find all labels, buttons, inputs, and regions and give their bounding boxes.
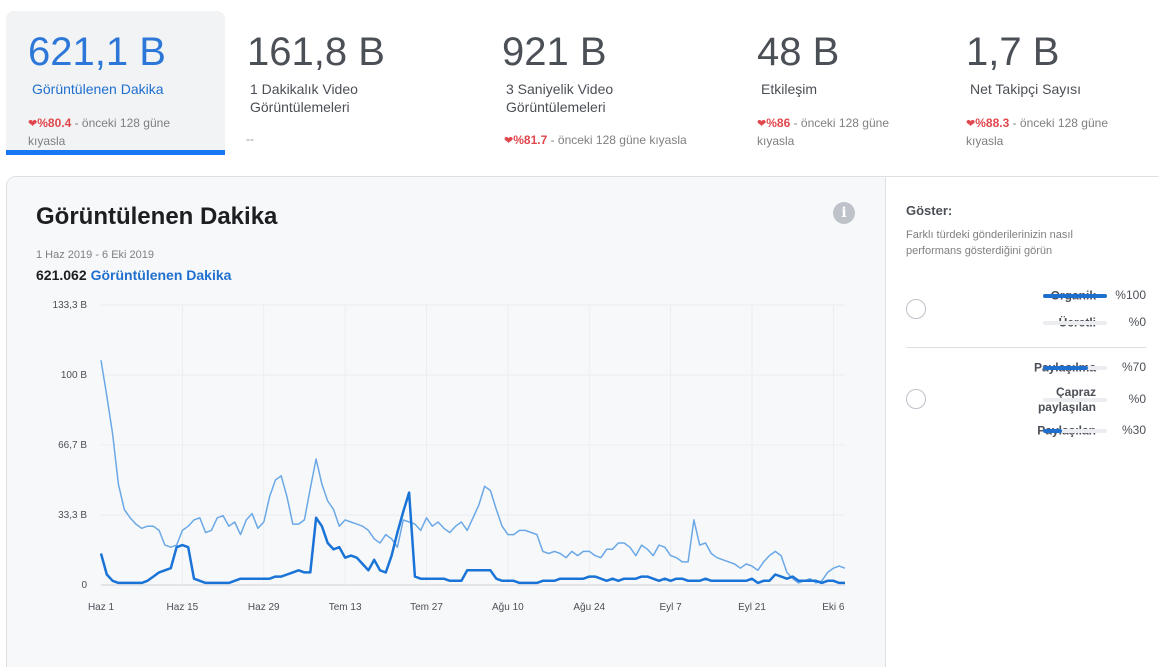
filter-row-percent: %0 [1128, 315, 1146, 329]
progress-track [1043, 429, 1107, 433]
chart-card: Görüntülenen Dakika i 1 Haz 2019 - 6 Eki… [6, 176, 1159, 667]
metric-change-percent: %80.4 [37, 116, 72, 130]
metric-tab-one-minute-views[interactable]: 161,8 B 1 Dakikalık Video Görüntülemeler… [225, 11, 475, 155]
y-tick-label: 133,3 B [53, 300, 88, 311]
metric-change-suffix: - önceki 128 güne kıyasla [547, 133, 687, 147]
heart-down-icon: ❤ [966, 118, 976, 130]
metric-value: 621,1 B [28, 30, 166, 74]
progress-track [1043, 294, 1107, 298]
metric-label: Net Takipçi Sayısı [970, 81, 1082, 97]
metric-value: 1,7 B [966, 30, 1060, 74]
total-metric-label: Görüntülenen Dakika [90, 267, 232, 283]
filter-row-paid: Ücretli %0 [946, 308, 1146, 338]
chart-panel: Görüntülenen Dakika i 1 Haz 2019 - 6 Eki… [7, 177, 885, 667]
x-tick-label: Haz 1 [88, 602, 115, 613]
x-tick-label: Ağu 10 [492, 602, 524, 613]
series-line-total [100, 360, 846, 584]
metric-change: ❤%88.3 - önceki 128 güne kıyasla [966, 115, 1131, 150]
filter-title: Göster: [906, 203, 953, 218]
metric-change-suffix: - önceki 128 güne kıyasla [966, 116, 1108, 148]
metric-label: Görüntülenen Dakika [32, 81, 164, 97]
heart-down-icon: ❤ [28, 118, 38, 130]
chart-total: 621.062 Görüntülenen Dakika [36, 267, 231, 283]
x-tick-label: Tem 27 [410, 602, 443, 613]
metric-tab-net-followers[interactable]: 1,7 B Net Takipçi Sayısı ❤%88.3 - önceki… [944, 11, 1154, 155]
x-tick-label: Eyl 21 [738, 602, 766, 613]
metric-change: ❤%80.4 - önceki 128 güne kıyasla [28, 115, 208, 150]
metric-label: Etkileşim [761, 81, 818, 97]
radio-sharing[interactable] [906, 389, 926, 409]
line-chart: 0 33,3 B 66,7 B 100 B 133,3 B Haz 1 Haz 15 Haz … [53, 300, 846, 613]
filter-row-shared: Paylaşılan %30 [946, 416, 1146, 446]
y-tick-label: 66,7 B [58, 440, 87, 451]
metric-tab-three-second-views[interactable]: 921 B 3 Saniyelik Video Görüntülemeleri … [480, 11, 730, 155]
filter-row-shares: Paylaşılma %70 [946, 353, 1146, 383]
metric-change: ❤%86 - önceki 128 güne kıyasla [757, 115, 922, 150]
metric-change-suffix: - önceki 128 güne kıyasla [757, 116, 889, 148]
heart-down-icon: ❤ [757, 118, 767, 130]
metric-change-suffix: - önceki 128 güne kıyasla [28, 116, 170, 148]
metric-change-empty: -- [246, 132, 254, 146]
filter-description: Farklı türdeki gönderilerinizin nasıl pe… [906, 229, 1073, 257]
y-tick-label: 0 [81, 580, 87, 591]
filter-row-percent: %0 [1128, 392, 1146, 406]
x-tick-label: Haz 29 [248, 602, 280, 613]
metric-label: 3 Saniyelik Video Görüntülemeleri [506, 81, 614, 115]
radio-organic-paid[interactable] [906, 299, 926, 319]
total-value: 621.062 [36, 267, 87, 283]
progress-track [1043, 321, 1107, 325]
x-tick-label: Eyl 7 [660, 602, 683, 613]
filter-panel: Göster: Farklı türdeki gönderilerinizin … [885, 177, 1159, 667]
y-tick-label: 33,3 B [58, 510, 87, 521]
progress-fill [1043, 294, 1107, 298]
x-tick-label: Eki 6 [822, 602, 845, 613]
metric-tab-engagement[interactable]: 48 B Etkileşim ❤%86 - önceki 128 güne kı… [735, 11, 935, 155]
x-tick-label: Ağu 24 [573, 602, 605, 613]
filter-row-percent: %30 [1121, 423, 1146, 437]
x-tick-label: Haz 15 [167, 602, 199, 613]
filter-row-percent: %70 [1121, 360, 1146, 374]
metric-change-percent: %88.3 [975, 116, 1010, 130]
metric-change-percent: %86 [766, 116, 791, 130]
heart-down-icon: ❤ [504, 135, 514, 147]
progress-track [1043, 366, 1107, 370]
metric-tabs: 621,1 B Görüntülenen Dakika ❤%80.4 - önc… [0, 0, 1159, 160]
y-tick-label: 100 B [61, 370, 87, 381]
filter-row-label: Çapraz paylaşılan [1037, 385, 1096, 414]
series-line-selected [99, 491, 845, 585]
progress-fill [1043, 366, 1088, 370]
metric-label: 1 Dakikalık Video Görüntülemeleri [250, 81, 358, 115]
metric-tab-viewed-minutes[interactable]: 621,1 B Görüntülenen Dakika ❤%80.4 - önc… [6, 11, 225, 155]
active-tab-indicator [6, 150, 225, 155]
metric-value: 161,8 B [247, 30, 385, 74]
metric-value: 48 B [757, 30, 840, 74]
progress-track [1043, 398, 1107, 402]
divider [906, 347, 1146, 348]
date-range: 1 Haz 2019 - 6 Eki 2019 [36, 249, 155, 261]
info-icon[interactable]: i [833, 202, 855, 224]
filter-row-crossposted: Çapraz paylaşılan %0 [946, 384, 1146, 416]
chart-title: Görüntülenen Dakika [36, 203, 278, 230]
filter-row-percent: %100 [1115, 288, 1146, 302]
progress-fill [1043, 429, 1063, 433]
metric-change-percent: %81.7 [513, 133, 548, 147]
filter-row-organic: Organik %100 [946, 281, 1146, 311]
metric-value: 921 B [502, 30, 607, 74]
x-tick-label: Tem 13 [329, 602, 362, 613]
metric-change: ❤%81.7 - önceki 128 güne kıyasla [504, 132, 714, 150]
